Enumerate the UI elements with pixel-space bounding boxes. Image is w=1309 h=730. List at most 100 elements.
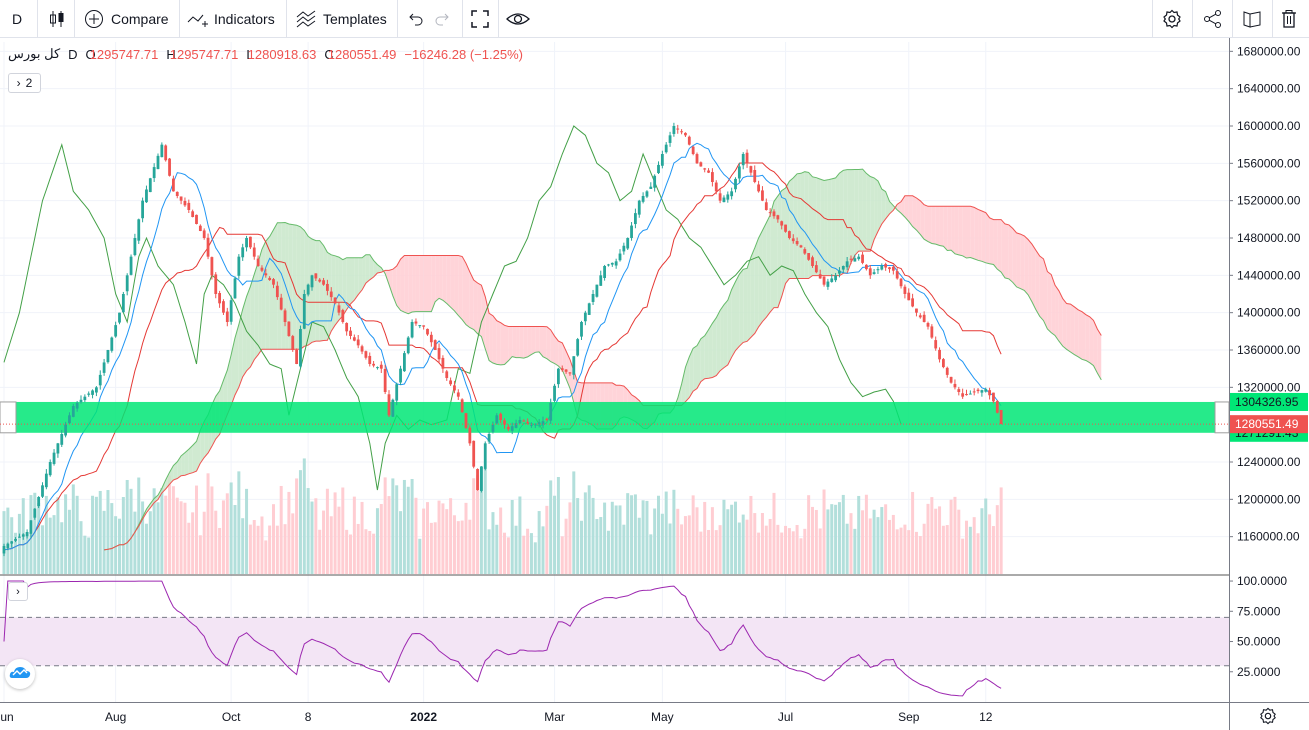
candle-body[interactable]	[291, 336, 295, 350]
zone-left-handle[interactable]	[0, 401, 17, 434]
candle-body[interactable]	[911, 298, 914, 307]
candle-body[interactable]	[156, 155, 160, 170]
candle-body[interactable]	[410, 322, 414, 338]
delete-button[interactable]	[1280, 0, 1298, 37]
candle-body[interactable]	[68, 415, 71, 424]
candle-body[interactable]	[406, 337, 410, 354]
candle-body[interactable]	[857, 256, 861, 260]
candle-body[interactable]	[541, 421, 545, 425]
candle-body[interactable]	[718, 193, 722, 201]
candle-body[interactable]	[734, 178, 737, 190]
candle-body[interactable]	[179, 196, 183, 201]
candle-body[interactable]	[218, 293, 221, 304]
candle-body[interactable]	[41, 485, 44, 497]
candle-body[interactable]	[830, 278, 834, 282]
candle-body[interactable]	[426, 328, 429, 335]
support-zone-rectangle[interactable]	[0, 401, 1229, 433]
candle-body[interactable]	[568, 372, 572, 374]
candle-body[interactable]	[202, 230, 206, 238]
candle-body[interactable]	[2, 546, 6, 554]
candle-body[interactable]	[580, 322, 583, 337]
candle-body[interactable]	[845, 261, 849, 268]
candle-body[interactable]	[657, 164, 660, 174]
candle-body[interactable]	[672, 126, 676, 134]
candle-body[interactable]	[961, 393, 965, 397]
candle-body[interactable]	[472, 440, 476, 467]
candle-body[interactable]	[83, 396, 87, 401]
candle-body[interactable]	[483, 443, 487, 469]
candle-body[interactable]	[322, 280, 325, 285]
candle-body[interactable]	[225, 311, 229, 322]
indicators-button[interactable]: Indicators	[187, 0, 275, 37]
candle-body[interactable]	[95, 387, 98, 393]
candle-body[interactable]	[106, 350, 110, 363]
candle-body[interactable]	[514, 423, 518, 428]
candle-body[interactable]	[645, 191, 649, 197]
candle-body[interactable]	[118, 312, 121, 323]
candle-body[interactable]	[838, 270, 841, 274]
candle-body[interactable]	[811, 257, 814, 266]
candle-body[interactable]	[503, 420, 506, 425]
candle-body[interactable]	[44, 473, 48, 488]
candle-body[interactable]	[129, 256, 133, 275]
candle-body[interactable]	[591, 294, 595, 302]
candle-body[interactable]	[379, 364, 383, 369]
candle-body[interactable]	[764, 202, 768, 210]
candle-body[interactable]	[826, 281, 830, 287]
candle-body[interactable]	[660, 154, 664, 166]
candle-body[interactable]	[468, 427, 472, 444]
candle-body[interactable]	[834, 275, 837, 281]
candle-body[interactable]	[622, 245, 626, 252]
candle-body[interactable]	[703, 168, 707, 170]
candle-body[interactable]	[114, 325, 118, 337]
candle-body[interactable]	[487, 434, 491, 442]
candle-body[interactable]	[972, 391, 976, 393]
candle-body[interactable]	[98, 374, 102, 386]
candle-body[interactable]	[495, 415, 499, 424]
candle-body[interactable]	[872, 272, 876, 275]
candle-body[interactable]	[456, 392, 460, 397]
candle-body[interactable]	[560, 368, 564, 371]
candle-body[interactable]	[780, 221, 784, 226]
candle-body[interactable]	[449, 380, 452, 385]
candle-body[interactable]	[102, 362, 106, 373]
candle-body[interactable]	[549, 402, 553, 421]
candle-body[interactable]	[372, 363, 375, 366]
candle-body[interactable]	[137, 219, 141, 241]
candle-body[interactable]	[807, 253, 811, 260]
redo-button[interactable]	[434, 0, 452, 37]
candle-body[interactable]	[822, 276, 826, 285]
candle-body[interactable]	[968, 393, 972, 395]
candle-body[interactable]	[368, 355, 372, 364]
candle-body[interactable]	[195, 214, 198, 224]
candle-body[interactable]	[899, 278, 903, 287]
candle-body[interactable]	[172, 178, 175, 192]
candle-body[interactable]	[957, 389, 961, 392]
tradingview-logo[interactable]	[5, 659, 35, 689]
candle-body[interactable]	[360, 346, 364, 352]
candle-body[interactable]	[988, 390, 991, 396]
candle-body[interactable]	[865, 264, 868, 270]
candle-body[interactable]	[283, 310, 287, 322]
candle-body[interactable]	[999, 409, 1003, 425]
candle-body[interactable]	[499, 413, 503, 420]
candle-body[interactable]	[341, 310, 345, 322]
candle-body[interactable]	[965, 393, 968, 396]
candle-body[interactable]	[148, 178, 152, 193]
candle-body[interactable]	[737, 166, 741, 179]
candle-body[interactable]	[295, 349, 298, 364]
chart-canvas[interactable]: 1680000.00 1640000.00 1600000.00 1560000.00…	[0, 38, 1309, 730]
candle-body[interactable]	[175, 191, 179, 196]
indicators-collapse-button[interactable]: › 2	[8, 73, 41, 93]
candle-body[interactable]	[506, 426, 510, 430]
candle-body[interactable]	[164, 145, 168, 161]
candle-body[interactable]	[145, 189, 148, 203]
candle-body[interactable]	[287, 321, 291, 336]
candle-body[interactable]	[279, 297, 283, 310]
candle-body[interactable]	[48, 462, 52, 476]
candle-body[interactable]	[607, 264, 610, 266]
candle-body[interactable]	[753, 169, 757, 182]
zone-right-handle[interactable]	[1214, 401, 1230, 434]
candle-body[interactable]	[480, 466, 483, 491]
candle-body[interactable]	[222, 301, 225, 313]
